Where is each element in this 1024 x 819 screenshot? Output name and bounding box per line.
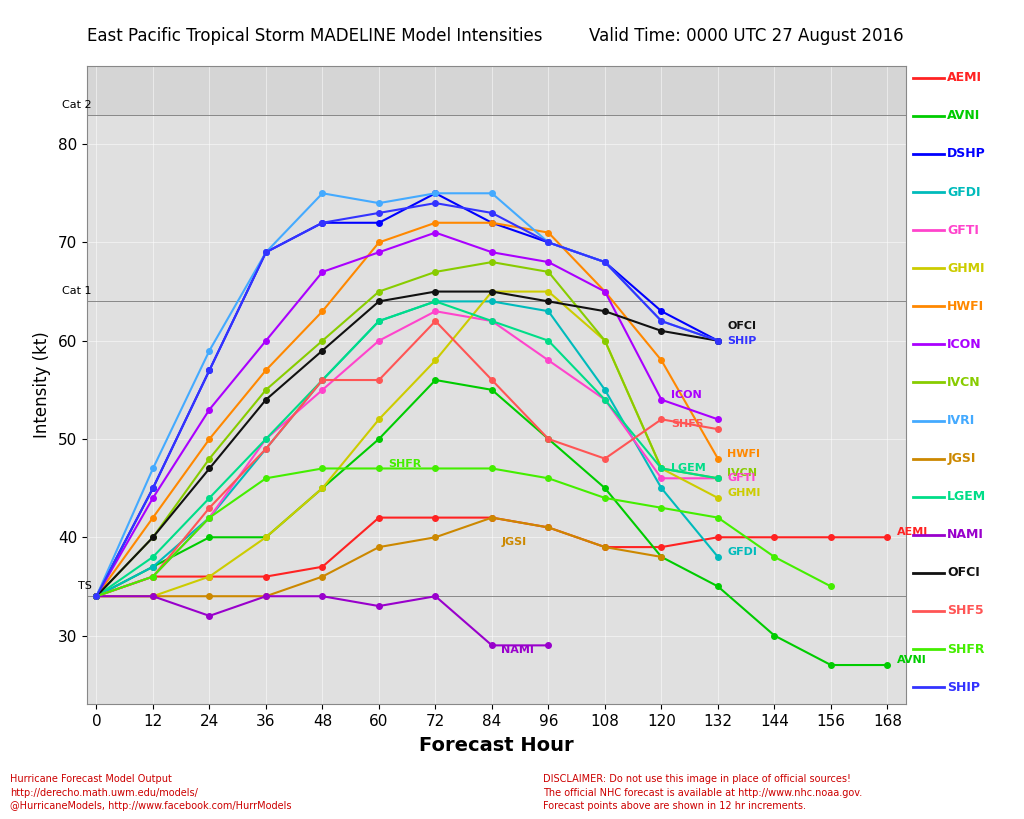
Text: DSHP: DSHP (947, 147, 986, 161)
Text: SHF5: SHF5 (671, 419, 703, 429)
Bar (87, 66, 906, 115)
Text: LGEM: LGEM (947, 491, 986, 503)
X-axis label: Forecast Hour: Forecast Hour (419, 736, 574, 755)
Text: ICON: ICON (947, 338, 982, 351)
Text: AEMI: AEMI (947, 71, 982, 84)
Text: DISCLAIMER: Do not use this image in place of official sources!
The official NHC: DISCLAIMER: Do not use this image in pla… (543, 775, 862, 811)
Text: East Pacific Tropical Storm MADELINE Model Intensities: East Pacific Tropical Storm MADELINE Mod… (87, 27, 543, 45)
Text: HWFI: HWFI (727, 449, 761, 459)
Text: IVCN: IVCN (947, 376, 981, 389)
Text: GFDI: GFDI (727, 547, 757, 557)
Text: AVNI: AVNI (947, 110, 980, 122)
Text: SHFR: SHFR (947, 643, 985, 655)
Text: SHFR: SHFR (388, 459, 422, 468)
Text: AEMI: AEMI (897, 527, 928, 537)
Text: Valid Time: 0000 UTC 27 August 2016: Valid Time: 0000 UTC 27 August 2016 (589, 27, 903, 45)
Text: GFTI: GFTI (947, 224, 979, 237)
Text: SHIP: SHIP (727, 336, 757, 346)
Text: OFCI: OFCI (727, 321, 757, 331)
Text: IVCN: IVCN (727, 468, 758, 478)
Y-axis label: Intensity (kt): Intensity (kt) (33, 332, 51, 438)
Text: JGSI: JGSI (502, 537, 526, 547)
Text: GFDI: GFDI (947, 186, 981, 198)
Text: SHF5: SHF5 (947, 604, 984, 618)
Text: SHIP: SHIP (947, 681, 980, 694)
Text: LGEM: LGEM (671, 464, 706, 473)
Text: TS: TS (78, 581, 92, 591)
Text: OFCI: OFCI (947, 567, 980, 579)
Text: Cat 1: Cat 1 (62, 287, 92, 296)
Text: Hurricane Forecast Model Output
http://derecho.math.uwm.edu/models/
@HurricaneMo: Hurricane Forecast Model Output http://d… (10, 775, 292, 811)
Text: GHMI: GHMI (727, 488, 761, 498)
Text: NAMI: NAMI (502, 645, 535, 655)
Text: HWFI: HWFI (947, 300, 984, 313)
Text: GHMI: GHMI (947, 262, 985, 274)
Text: NAMI: NAMI (947, 528, 984, 541)
Text: AVNI: AVNI (897, 655, 927, 665)
Text: GFTI: GFTI (727, 473, 756, 483)
Text: JGSI: JGSI (947, 452, 976, 465)
Text: IVRI: IVRI (947, 414, 976, 427)
Text: ICON: ICON (671, 390, 701, 400)
Text: Cat 2: Cat 2 (62, 100, 92, 110)
